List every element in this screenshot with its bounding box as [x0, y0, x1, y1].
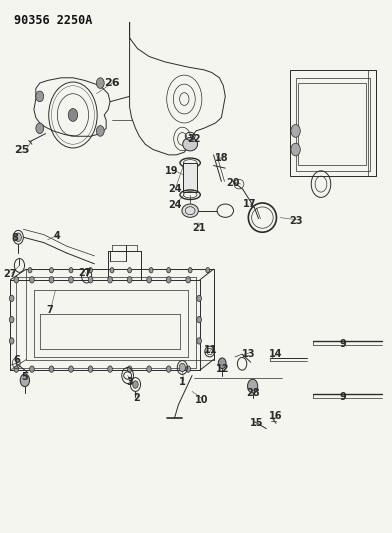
- Circle shape: [30, 277, 34, 283]
- Ellipse shape: [183, 138, 198, 151]
- Text: 4: 4: [54, 231, 61, 241]
- Circle shape: [167, 268, 171, 273]
- Circle shape: [108, 366, 113, 372]
- Circle shape: [49, 277, 54, 283]
- Circle shape: [127, 277, 132, 283]
- Circle shape: [49, 366, 54, 372]
- Circle shape: [15, 233, 22, 241]
- Circle shape: [30, 366, 34, 372]
- Text: 24: 24: [168, 200, 181, 211]
- Circle shape: [248, 379, 258, 393]
- Circle shape: [188, 268, 192, 273]
- Circle shape: [89, 268, 93, 273]
- Text: 8: 8: [11, 233, 18, 244]
- Circle shape: [206, 268, 210, 273]
- Circle shape: [28, 268, 32, 273]
- Circle shape: [96, 126, 104, 136]
- Circle shape: [49, 268, 53, 273]
- Circle shape: [88, 366, 93, 372]
- Circle shape: [147, 277, 151, 283]
- Text: 23: 23: [289, 216, 302, 227]
- Circle shape: [9, 295, 14, 302]
- Circle shape: [14, 366, 19, 372]
- Circle shape: [166, 366, 171, 372]
- Circle shape: [197, 317, 201, 323]
- Bar: [183, 163, 197, 192]
- Circle shape: [108, 277, 113, 283]
- Text: 5: 5: [21, 372, 27, 382]
- Circle shape: [9, 317, 14, 323]
- Circle shape: [197, 295, 201, 302]
- Circle shape: [14, 277, 19, 283]
- Circle shape: [166, 277, 171, 283]
- Text: 10: 10: [195, 395, 209, 406]
- Circle shape: [20, 374, 30, 386]
- Text: 18: 18: [214, 152, 228, 163]
- Circle shape: [291, 143, 300, 156]
- Text: 13: 13: [242, 349, 256, 359]
- Circle shape: [186, 277, 191, 283]
- Text: 2: 2: [133, 393, 140, 403]
- Text: 6: 6: [13, 354, 20, 365]
- Text: 17: 17: [243, 199, 256, 209]
- Circle shape: [68, 109, 78, 122]
- Circle shape: [36, 91, 44, 102]
- Text: 21: 21: [192, 223, 206, 233]
- Circle shape: [69, 277, 73, 283]
- Text: 20: 20: [226, 178, 240, 188]
- Circle shape: [128, 268, 132, 273]
- Circle shape: [69, 366, 73, 372]
- Circle shape: [197, 338, 201, 344]
- Text: 9: 9: [339, 338, 346, 349]
- Bar: [298, 83, 366, 165]
- Text: 9: 9: [339, 392, 346, 402]
- Text: 90356 2250A: 90356 2250A: [15, 14, 93, 27]
- Text: 16: 16: [269, 411, 283, 422]
- Circle shape: [149, 268, 153, 273]
- Circle shape: [179, 364, 185, 372]
- Bar: [296, 78, 370, 171]
- Circle shape: [291, 125, 300, 138]
- Text: 28: 28: [246, 388, 260, 398]
- Text: 11: 11: [204, 345, 218, 356]
- Circle shape: [147, 366, 151, 372]
- Text: 25: 25: [15, 144, 30, 155]
- Text: 22: 22: [187, 134, 201, 144]
- Text: 27: 27: [4, 270, 17, 279]
- Text: 26: 26: [104, 78, 120, 88]
- Text: 12: 12: [216, 364, 229, 374]
- Circle shape: [133, 381, 138, 388]
- Text: 1: 1: [179, 377, 186, 387]
- Circle shape: [88, 277, 93, 283]
- Circle shape: [110, 268, 114, 273]
- Text: 24: 24: [168, 184, 181, 195]
- Circle shape: [36, 123, 44, 134]
- Text: 14: 14: [269, 349, 283, 359]
- Circle shape: [9, 338, 14, 344]
- Text: 3: 3: [126, 377, 133, 387]
- Text: 7: 7: [46, 305, 53, 315]
- Circle shape: [69, 268, 73, 273]
- Text: 19: 19: [165, 166, 178, 176]
- Circle shape: [96, 78, 104, 88]
- Text: 27: 27: [78, 269, 91, 278]
- Bar: [290, 70, 376, 176]
- Text: 15: 15: [250, 418, 263, 429]
- Circle shape: [218, 358, 226, 368]
- Circle shape: [186, 366, 191, 372]
- Circle shape: [127, 366, 132, 372]
- Ellipse shape: [182, 204, 198, 217]
